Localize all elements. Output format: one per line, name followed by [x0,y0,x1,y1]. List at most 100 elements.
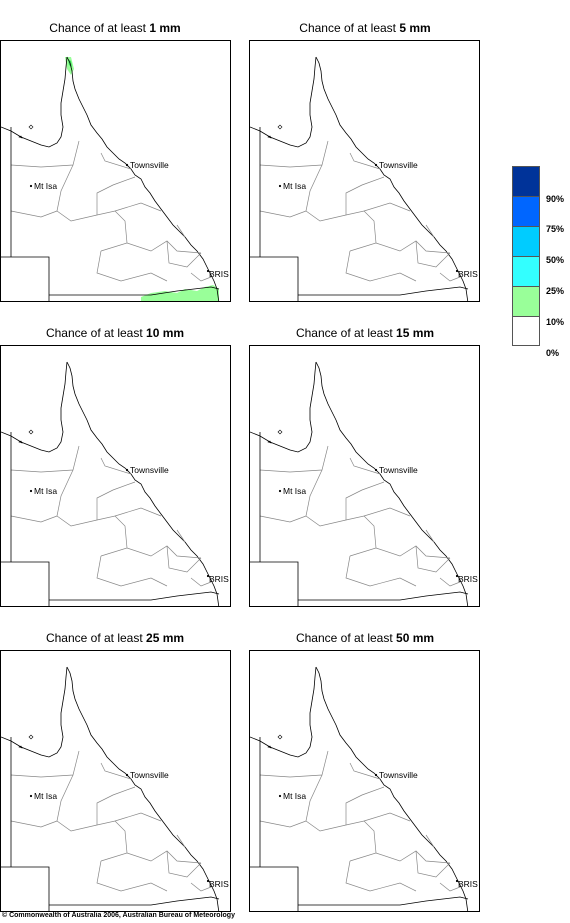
gulf-coastline [1,666,68,758]
island [18,745,23,749]
town-marker-brisbane [455,574,459,578]
coastline [315,56,469,301]
district-boundary [56,774,128,862]
district-boundary [190,882,212,892]
district-boundary [114,812,162,822]
state-border-inset [1,256,50,301]
district-boundary [305,469,377,557]
district-boundary [10,515,58,523]
island [277,429,283,435]
district-boundary [375,850,451,864]
legend-swatch [512,196,540,226]
state-border-south [49,896,220,906]
state-border-inset [1,866,50,911]
state-border-inset [1,561,50,606]
district-boundary [190,272,212,282]
district-boundary [176,834,186,848]
island [28,124,34,130]
town-marker-townsville [374,468,378,472]
town-marker-mt-isa [29,489,33,493]
town-marker-townsville [125,163,129,167]
district-boundary [345,176,385,215]
district-boundary [345,555,417,587]
legend-swatch [512,316,540,346]
coastline [66,666,220,911]
town-label-brisbane: BRIS [209,574,229,584]
district-boundary [363,507,411,517]
district-boundary [305,774,377,862]
town-label-brisbane: BRIS [458,574,478,584]
district-boundary [349,457,381,475]
coastline [315,666,469,911]
district-boundary [176,529,186,543]
district-boundary [345,860,417,892]
island [28,734,34,740]
district-boundary [345,481,385,520]
town-marker-brisbane [455,269,459,273]
district-boundary [10,140,80,168]
town-label-brisbane: BRIS [209,269,229,279]
island [18,135,23,139]
district-boundary [166,545,202,573]
town-marker-mt-isa [278,489,282,493]
island [277,734,283,740]
legend-swatch [512,256,540,286]
state-border-south [298,896,469,906]
coastline [315,361,469,606]
town-label-mt-isa: Mt Isa [34,791,57,801]
district-boundary [10,445,80,473]
panel-title-50mm: Chance of at least 50 mm [295,631,435,645]
town-label-mt-isa: Mt Isa [34,181,57,191]
district-boundary [166,850,202,878]
district-boundary [166,240,202,268]
island [267,440,272,444]
district-boundary [375,240,451,254]
state-border-inset [250,866,299,911]
gulf-coastline [250,666,317,758]
town-marker-brisbane [206,269,210,273]
legend-label-90: 90% [546,194,565,204]
coastline [66,56,220,301]
district-boundary [345,786,385,825]
district-boundary [415,850,451,878]
town-marker-mt-isa [278,794,282,798]
town-marker-brisbane [206,574,210,578]
town-marker-mt-isa [29,184,33,188]
legend-label-0: 0% [546,348,560,358]
panel-title-25mm: Chance of at least 25 mm [45,631,185,645]
map-panel-50mm: Townsville Mt Isa BRIS [249,650,480,912]
town-marker-townsville [125,468,129,472]
district-boundary [375,545,451,559]
district-boundary [259,210,307,218]
gulf-coastline [1,56,68,148]
district-boundary [259,820,307,828]
panel-title-1mm: Chance of at least 1 mm [49,21,181,35]
district-boundary [259,445,329,473]
legend-label-10: 10% [546,317,565,327]
district-boundary [100,152,132,170]
district-boundary [439,577,461,587]
town-marker-townsville [125,773,129,777]
map-panel-1mm: Townsville Mt Isa BRIS [0,40,231,302]
legend-label-25: 25% [546,286,565,296]
gulf-coastline [1,361,68,453]
district-boundary [345,250,417,282]
district-boundary [114,507,162,517]
district-boundary [259,140,329,168]
town-label-townsville: Townsville [130,160,169,170]
district-boundary [415,240,451,268]
legend-label-50: 50% [546,255,565,265]
legend-label-75: 75% [546,224,565,234]
state-border-south [49,591,220,601]
district-boundary [96,555,168,587]
panel-title-5mm: Chance of at least 5 mm [299,21,431,35]
state-border-inset [250,256,299,301]
state-border-south [298,591,469,601]
state-border-inset [250,561,299,606]
town-label-townsville: Townsville [379,465,418,475]
island [267,135,272,139]
map-panel-10mm: Townsville Mt Isa BRIS [0,345,231,607]
state-border-south [49,286,220,296]
district-boundary [96,860,168,892]
town-label-mt-isa: Mt Isa [283,486,306,496]
